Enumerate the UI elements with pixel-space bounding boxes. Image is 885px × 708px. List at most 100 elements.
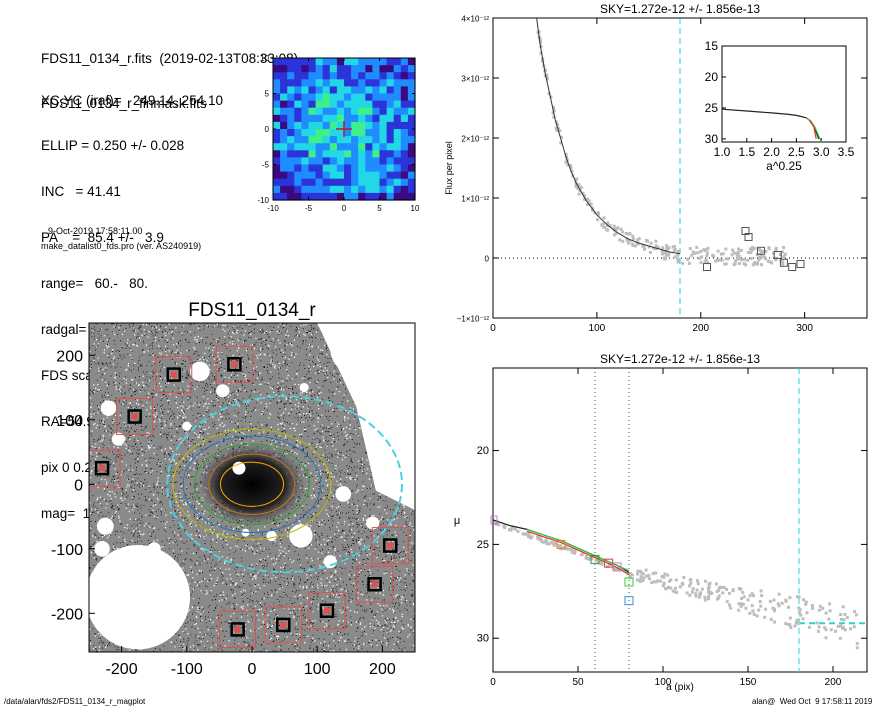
- contour-cell: [379, 136, 388, 144]
- contour-cell: [273, 107, 281, 116]
- header-line-1: FDS11_0134_r.fits (2019-02-13T08:33:08): [41, 50, 299, 66]
- contour-cell: [273, 114, 281, 123]
- contour-cell: [351, 86, 359, 95]
- contour-cell: [322, 100, 331, 109]
- isophote-ellipse: [172, 428, 332, 540]
- flux-point: [688, 247, 692, 251]
- mu-point: [650, 581, 654, 585]
- flux-point: [619, 227, 623, 231]
- mu-point: [641, 579, 645, 583]
- mu-point: [708, 590, 712, 594]
- flux-point: [698, 250, 702, 254]
- mask-hole: [111, 432, 125, 446]
- flux-point: [704, 258, 708, 262]
- contour-cell: [386, 192, 395, 201]
- flux-point: [552, 105, 556, 109]
- contour-cell: [372, 185, 381, 194]
- flux-point: [719, 252, 723, 256]
- mu-point: [742, 595, 746, 599]
- contour-cell: [372, 157, 381, 166]
- flux-point: [641, 244, 645, 248]
- mu-point: [772, 598, 776, 602]
- contour-cell: [336, 178, 345, 187]
- contour-cell: [315, 107, 324, 116]
- contour-cell: [386, 150, 395, 158]
- mu-point: [845, 616, 849, 620]
- contour-cell: [294, 93, 302, 102]
- mu-point: [590, 557, 594, 561]
- mu-point: [797, 621, 801, 625]
- contour-cell: [379, 121, 388, 130]
- flux-point: [537, 30, 541, 34]
- contour-cell: [386, 143, 395, 151]
- mu-point: [838, 636, 842, 640]
- footer-path: /data/alan/fds2/FDS11_0134_r_magplot: [4, 697, 146, 706]
- contour-cell: [280, 136, 288, 144]
- mu-point: [503, 526, 507, 530]
- mu-point: [694, 592, 698, 596]
- contour-cell: [329, 65, 338, 73]
- flux-point: [703, 259, 707, 263]
- flux-point: [642, 247, 646, 251]
- contour-cell: [322, 114, 331, 123]
- contour-cell: [308, 93, 317, 102]
- flux-point: [764, 257, 768, 261]
- y-tick-label: 0: [485, 255, 490, 264]
- mu-point: [810, 604, 814, 608]
- mu-point: [523, 532, 527, 536]
- contour-cell: [308, 129, 317, 137]
- mu-point: [737, 602, 741, 606]
- mu-point: [526, 535, 530, 539]
- mu-point: [669, 586, 673, 590]
- y-tick-label: 20: [477, 445, 489, 457]
- mu-point: [584, 556, 588, 560]
- flux-point: [570, 169, 574, 173]
- mu-point: [797, 595, 801, 599]
- mu-point: [727, 591, 731, 595]
- flux-point: [538, 38, 542, 42]
- contour-cell: [322, 192, 331, 201]
- contour-cell: [280, 72, 288, 80]
- contour-cell: [344, 72, 352, 80]
- contour-cell: [344, 58, 352, 66]
- flux-point: [770, 261, 774, 265]
- contour-cell: [393, 143, 402, 151]
- contour-cell: [379, 79, 388, 87]
- mask-box-core: [387, 542, 394, 549]
- contour-cell: [407, 192, 416, 201]
- mu-point: [855, 646, 859, 650]
- contour-cell: [365, 171, 373, 180]
- contour-cell: [400, 164, 409, 173]
- mask-hole: [94, 540, 110, 557]
- contour-cell: [400, 93, 409, 102]
- mu-point: [828, 602, 832, 606]
- y-tick-label: 10: [260, 54, 269, 63]
- flux-point: [568, 163, 572, 167]
- contour-cell: [301, 150, 310, 158]
- mu-point: [720, 586, 724, 590]
- contour-cell: [358, 129, 366, 137]
- mu-point: [748, 594, 752, 598]
- contour-cell: [351, 121, 359, 130]
- flux-point: [632, 237, 636, 241]
- contour-cell: [322, 129, 331, 137]
- contour-cell: [336, 164, 345, 173]
- contour-cell: [407, 65, 416, 73]
- image-y-tick-label: 100: [56, 413, 83, 430]
- mu-point: [788, 616, 792, 620]
- mu-point: [716, 596, 720, 600]
- contour-cell: [294, 164, 302, 173]
- contour-cell: [372, 100, 381, 109]
- contour-cell: [329, 157, 338, 166]
- flux-point: [577, 183, 581, 187]
- mu-point: [797, 611, 801, 615]
- flux-point: [654, 239, 658, 243]
- flux-point: [706, 261, 710, 265]
- contour-cell: [308, 121, 317, 130]
- contour-cell: [358, 178, 366, 187]
- x-tick-label: 200: [692, 323, 709, 334]
- flux-point: [648, 250, 652, 254]
- contour-cell: [365, 150, 373, 158]
